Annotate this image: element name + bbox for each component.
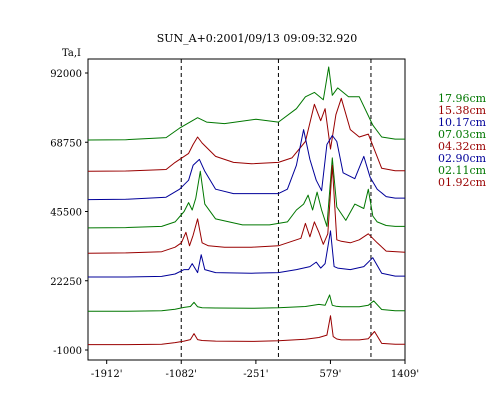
x-tick-label-3: 579' [320, 369, 342, 380]
y-ticks: 92000 68750 45500 22250 -1000 [50, 69, 88, 357]
legend-entry-1: 15.38cm [438, 104, 487, 117]
legend-entry-4: 04.32cm [438, 140, 487, 153]
legend-entry-7: 01.92cm [438, 176, 487, 189]
limb-markers [180, 59, 372, 360]
x-tick-label-1: -1082' [165, 369, 197, 380]
y-tick-label-0: 92000 [50, 69, 82, 80]
series-line-0 [87, 66, 405, 141]
legend: 17.96cm15.38cm10.17cm07.03cm04.32cm02.90… [438, 92, 487, 189]
y-tick-label-1: 68750 [50, 138, 82, 149]
series-line-6 [88, 294, 405, 312]
y-axis-label: Ta,I [62, 48, 81, 59]
series-line-4 [87, 164, 406, 254]
x-tick-label-2: -251' [243, 369, 268, 380]
x-ticks: -1912' -1082' -251' 579' 1409' [91, 360, 419, 380]
legend-entry-2: 10.17cm [438, 116, 487, 129]
x-tick-label-0: -1912' [91, 369, 123, 380]
series-line-5 [88, 230, 405, 278]
legend-entry-6: 02.11cm [438, 164, 487, 177]
chart-title: SUN_A+0:2001/09/13 09:09:32.920 [157, 32, 358, 45]
y-tick-label-2: 45500 [50, 208, 82, 219]
legend-entry-3: 07.03cm [438, 128, 487, 141]
y-tick-label-3: 22250 [50, 277, 82, 288]
series-line-2 [87, 129, 405, 201]
x-tick-label-4: 1409' [391, 369, 419, 380]
plot-frame [87, 58, 406, 361]
series-line-3 [87, 157, 405, 229]
legend-entry-0: 17.96cm [438, 92, 487, 105]
series-line-1 [87, 97, 405, 172]
series-line-7 [88, 315, 405, 346]
y-tick-label-4: -1000 [53, 346, 82, 357]
series-lines [87, 66, 406, 346]
legend-entry-5: 02.90cm [438, 152, 487, 165]
